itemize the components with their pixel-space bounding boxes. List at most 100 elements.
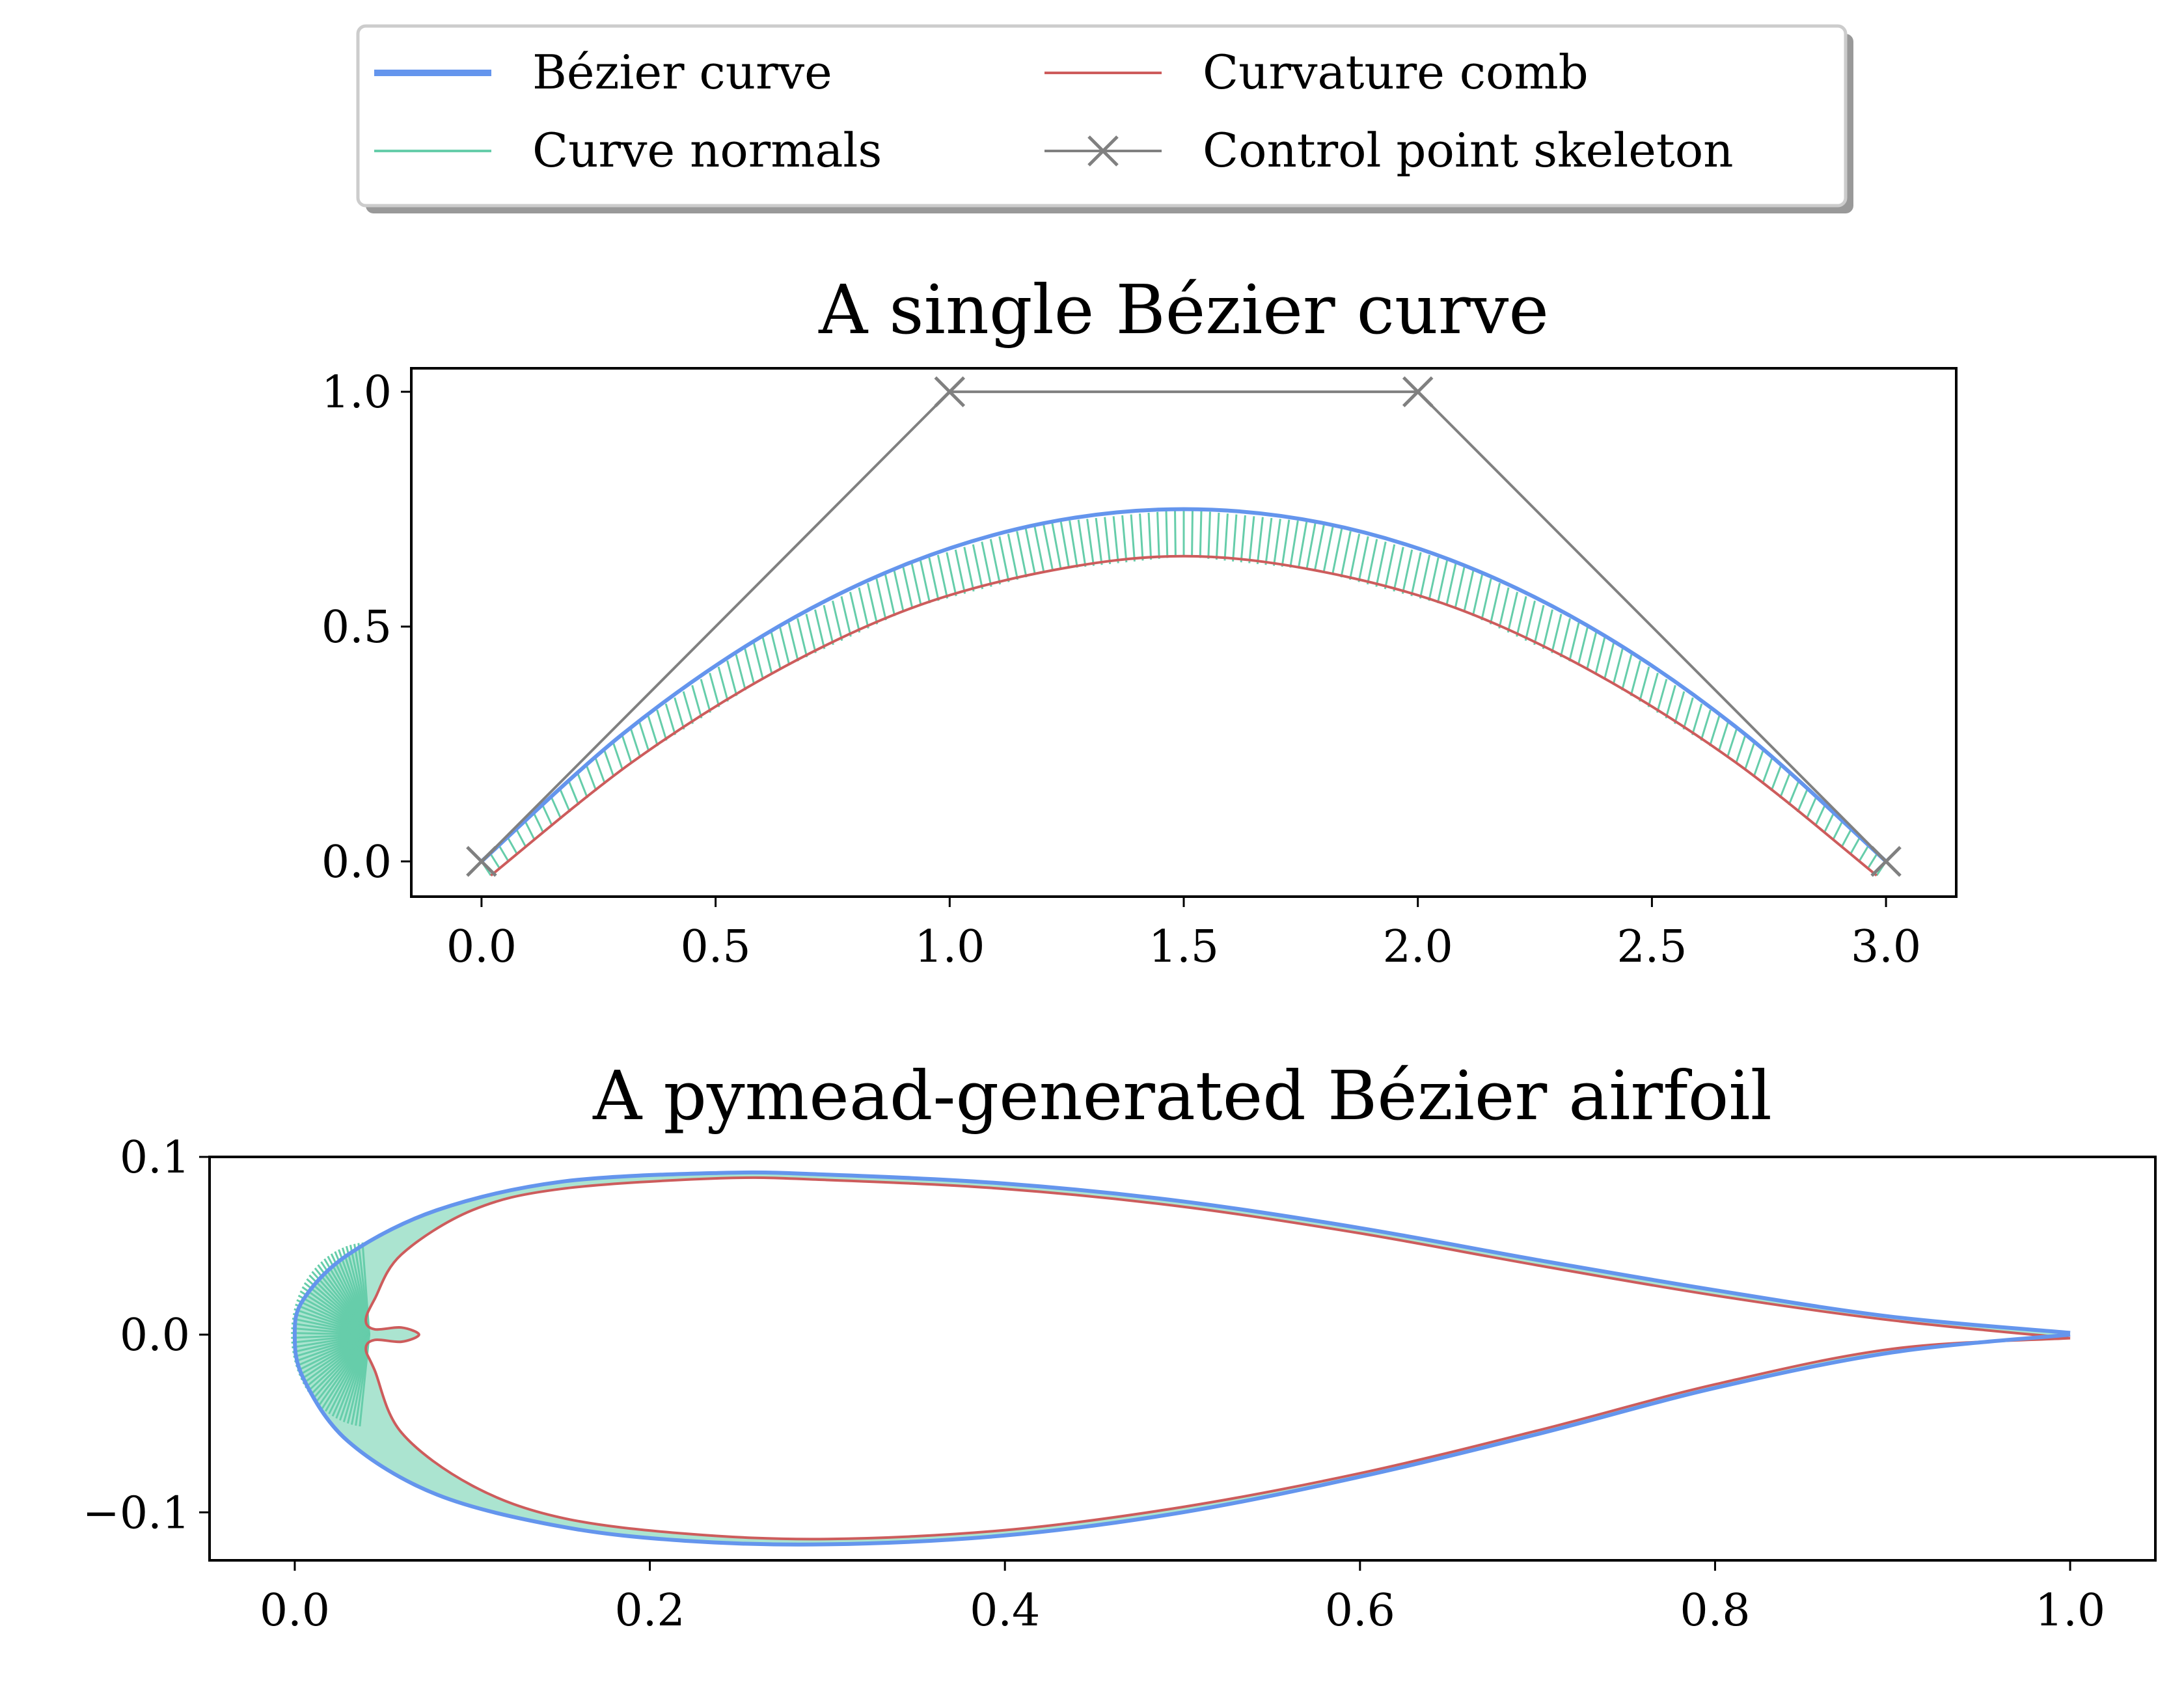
curve-normal-line xyxy=(1340,531,1352,578)
curve-normal-line xyxy=(1366,539,1378,585)
subplot-1-xtick-label: 3.0 xyxy=(1851,921,1921,973)
curve-normal-line xyxy=(1358,536,1369,582)
curve-normal-line xyxy=(1272,519,1281,566)
curve-normals-fill xyxy=(294,1172,2071,1545)
curve-normal-line xyxy=(1016,531,1028,578)
curve-normal-line xyxy=(1568,622,1580,662)
curve-normal-line xyxy=(1232,514,1238,562)
curve-normal-line xyxy=(1647,672,1659,707)
curve-normal-line xyxy=(1674,691,1686,724)
curve-normal-line xyxy=(1436,560,1449,604)
curve-normal-line xyxy=(1264,517,1273,565)
subplot-1-xtick-label: 2.0 xyxy=(1383,921,1453,973)
curve-normal-line xyxy=(1577,627,1589,666)
curve-normal-line xyxy=(946,552,957,597)
curve-normal-line xyxy=(638,722,650,752)
subplot-2-ytick-label: 0.0 xyxy=(120,1310,190,1361)
curve-normal-line xyxy=(1445,562,1457,606)
curve-normal-line xyxy=(1313,522,1326,571)
curve-normal-line xyxy=(726,660,738,696)
curve-normal-line xyxy=(682,691,694,724)
curve-normal-line xyxy=(568,781,580,806)
curve-normal-line xyxy=(1849,837,1861,855)
curve-normal-line xyxy=(849,591,861,633)
curve-normal-line xyxy=(1223,513,1229,561)
curve-normal-line xyxy=(797,617,808,658)
subplot-1-xtick-label: 0.0 xyxy=(446,921,517,973)
curve-normal-line xyxy=(928,557,940,601)
curve-normal-line xyxy=(1305,522,1317,570)
curve-normal-line xyxy=(1761,758,1773,785)
curve-normal-line xyxy=(1375,541,1387,587)
control-point-skeleton-line xyxy=(480,390,1887,863)
curve-normal-line xyxy=(1165,511,1169,558)
curve-normals xyxy=(480,509,1887,876)
curve-normal-line xyxy=(577,774,589,798)
curve-normal-line xyxy=(1240,515,1246,563)
bezier-curve-line xyxy=(480,507,1888,863)
curve-normal-line xyxy=(1007,534,1019,580)
curve-normal-line xyxy=(1796,789,1809,813)
subplot-1-ytick-label: 1.0 xyxy=(321,367,392,418)
curve-normal-line xyxy=(656,709,668,741)
curve-normal-line xyxy=(893,569,905,612)
curve-normal-line xyxy=(1831,821,1843,841)
curve-normal-line xyxy=(489,852,501,869)
curve-normal-line xyxy=(1289,520,1299,568)
curve-normal-line xyxy=(1059,521,1071,569)
curve-normal-line xyxy=(1524,600,1536,641)
legend-marker-x-icon xyxy=(1087,135,1119,167)
curve-normal-line xyxy=(359,1334,371,1427)
curve-normal-line xyxy=(1215,512,1220,560)
curve-normal-line xyxy=(805,614,817,653)
subplot-2-title: A pymead-generated Bézier airfoil xyxy=(592,1056,1772,1135)
subplot-2-xtick-label: 0.8 xyxy=(1680,1585,1750,1636)
subplot-2-xtick-label: 0.6 xyxy=(1325,1585,1395,1636)
subplot-1-axes-frame xyxy=(410,367,1958,898)
curve-normal-line xyxy=(1743,742,1756,770)
curve-normal-line xyxy=(1840,829,1852,848)
curve-normal-line xyxy=(1551,614,1563,653)
curve-normal-line xyxy=(586,766,597,792)
curve-normal-line xyxy=(559,789,571,813)
curve-normal-line xyxy=(525,821,536,841)
curve-normal-line xyxy=(998,536,1010,582)
subplot-single-bezier: A single Bézier curve 0.0 0.5 1.0 1.5 2.0 2.5… xyxy=(321,270,1958,973)
curve-normal-line xyxy=(717,666,729,702)
curve-normal-line xyxy=(515,829,527,848)
curve-normal-line xyxy=(594,758,607,785)
curve-normal-line xyxy=(1471,574,1484,617)
curve-normal-line xyxy=(963,547,975,592)
curve-normal-line xyxy=(1700,709,1712,741)
curve-normal-line xyxy=(884,574,896,617)
curve-normal-line xyxy=(1393,547,1404,592)
curve-normal-line xyxy=(541,805,554,827)
curve-normal-line xyxy=(787,622,799,662)
subplot-2-xtick-label: 0.4 xyxy=(970,1585,1040,1636)
curve-normal-line xyxy=(647,716,659,747)
curve-normal-line xyxy=(814,609,826,649)
curve-normal-line xyxy=(1174,509,1177,558)
curve-normal-line xyxy=(1533,604,1545,645)
curve-normal-line xyxy=(1297,521,1308,569)
curve-normal-line xyxy=(831,600,843,641)
curve-normal-line xyxy=(1384,544,1396,590)
curve-normal-line xyxy=(1024,528,1037,575)
curve-normal-line xyxy=(1770,766,1782,792)
curve-normal-line xyxy=(1594,636,1606,674)
curve-normal-line xyxy=(664,703,676,735)
curve-normal-line xyxy=(533,813,545,834)
curve-normal-line xyxy=(1147,512,1153,560)
curve-normal-line xyxy=(1281,519,1290,567)
legend-label-control-point-skeleton: Control point skeleton xyxy=(1203,123,1734,178)
subplot-1-ytick-label: 0.5 xyxy=(321,602,392,653)
curve-normal-line xyxy=(1095,517,1103,565)
subplot-1-xtick-label: 1.0 xyxy=(914,921,985,973)
curve-normal-line xyxy=(1717,722,1729,752)
curve-normal-line xyxy=(1112,516,1119,563)
curve-normal-line xyxy=(770,631,782,670)
curve-normal-line xyxy=(691,685,703,719)
curve-normal-line xyxy=(1139,513,1144,561)
curve-normal-line xyxy=(507,837,519,855)
